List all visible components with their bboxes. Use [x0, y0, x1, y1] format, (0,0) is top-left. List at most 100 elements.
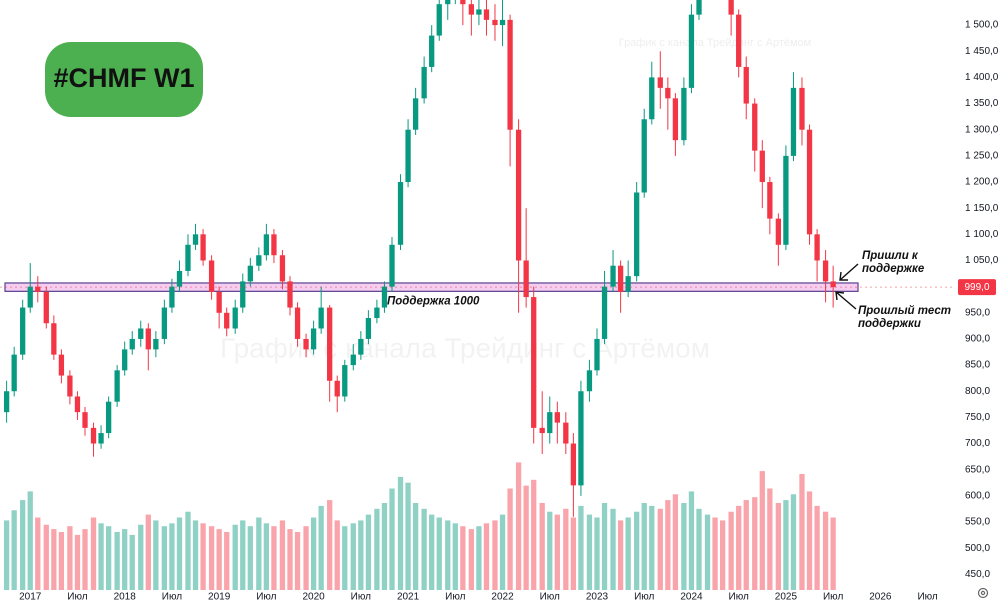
candle-body — [129, 338, 135, 350]
volume-bar — [200, 523, 206, 590]
volume-bar — [657, 508, 663, 590]
candle-body — [405, 129, 411, 183]
y-tick-label: 950,0 — [965, 307, 990, 318]
y-tick-label: 500,0 — [965, 543, 990, 554]
candle-body — [247, 265, 253, 282]
volume-bar — [547, 511, 553, 590]
candle-body — [830, 281, 836, 288]
volume-bar — [169, 523, 175, 590]
candle-body — [412, 98, 419, 130]
candle-body — [641, 119, 647, 193]
volume-bar — [318, 505, 324, 590]
volume-bar — [696, 508, 702, 590]
volume-bar — [350, 523, 356, 590]
candle-body — [176, 270, 183, 287]
y-tick-label: 750,0 — [965, 412, 990, 423]
candle-body — [200, 234, 206, 261]
candle-body — [790, 87, 797, 156]
candle-body — [43, 291, 49, 324]
candle-body — [736, 14, 742, 67]
volume-bar — [294, 532, 301, 590]
candle-body — [421, 66, 427, 99]
candle-body — [350, 354, 356, 366]
volume-bar — [58, 532, 65, 590]
volume-bar — [51, 529, 57, 590]
volume-bar — [176, 517, 183, 590]
candle-body — [318, 307, 324, 329]
candle-body — [492, 19, 498, 26]
candle-body — [224, 312, 230, 329]
candle-body — [822, 260, 829, 282]
volume-bar — [271, 526, 277, 590]
support-label: Поддержка 1000 — [387, 295, 480, 307]
volume-bar — [767, 488, 773, 590]
volume-bar — [783, 500, 789, 590]
candle-body — [445, 0, 451, 5]
volume-bar — [649, 505, 655, 590]
candle-body — [67, 375, 73, 397]
y-tick-label: 1 300,0 — [965, 124, 999, 135]
x-tick-label: Июл — [67, 592, 87, 603]
x-tick-label: Июл — [256, 592, 276, 603]
volume-bar — [790, 494, 797, 590]
volume-bar — [192, 520, 199, 590]
annotation: поддержки — [858, 318, 921, 330]
volume-bar — [397, 476, 404, 590]
candle-body — [672, 98, 679, 141]
volume-bar — [712, 517, 718, 590]
candle-body — [287, 281, 293, 308]
candle-body — [27, 286, 33, 308]
candle-body — [208, 260, 215, 292]
x-tick-label: Июл — [634, 592, 654, 603]
volume-bar — [814, 505, 820, 590]
annotation: Пришли к — [862, 250, 919, 262]
x-tick-label: 2026 — [869, 592, 892, 603]
volume-bar — [752, 497, 758, 590]
candle-body — [547, 412, 553, 434]
volume-bar — [531, 479, 537, 590]
volume-bar — [507, 488, 513, 590]
volume-bar — [421, 508, 427, 590]
volume-bar — [67, 526, 73, 590]
settings-icon[interactable] — [977, 587, 989, 599]
y-tick-label: 1 450,0 — [965, 46, 999, 57]
candle-body — [783, 155, 789, 245]
candle-body — [20, 307, 26, 355]
volume-bar — [256, 517, 262, 590]
volume-bar — [405, 482, 411, 590]
volume-bar — [381, 503, 388, 590]
volume-bar — [3, 520, 10, 590]
volume-bar — [759, 471, 765, 590]
arrow — [839, 263, 859, 281]
volume-bar — [389, 488, 395, 590]
candle-body — [240, 281, 246, 308]
volume-bar — [240, 520, 246, 590]
volume-bar — [279, 520, 286, 590]
candle-body — [554, 412, 560, 423]
x-tick-label: 2021 — [397, 592, 420, 603]
watermark: График с канала Трейдинг с Артёмом — [220, 332, 710, 363]
volume-bar — [224, 532, 230, 590]
volume-bar — [728, 511, 734, 590]
x-tick-label: 2017 — [19, 592, 42, 603]
y-tick-label: 1 150,0 — [965, 203, 999, 214]
volume-bar — [342, 526, 348, 590]
candle-body — [601, 286, 608, 339]
x-tick-label: 2019 — [208, 592, 231, 603]
candle-body — [696, 0, 702, 15]
badge — [45, 42, 203, 117]
volume-bar — [412, 503, 419, 590]
x-tick-label: Июл — [823, 592, 843, 603]
candle-body — [767, 182, 773, 219]
volume-bar — [830, 517, 836, 590]
candle-body — [806, 129, 813, 235]
annotation: поддержке — [862, 263, 925, 275]
candle-body — [74, 396, 81, 413]
candle-body — [397, 182, 404, 245]
candle-body — [570, 443, 577, 486]
volume-bar — [578, 505, 584, 590]
volume-bar — [445, 520, 451, 590]
volume-bar — [468, 529, 475, 590]
candle-layer — [3, 0, 836, 517]
